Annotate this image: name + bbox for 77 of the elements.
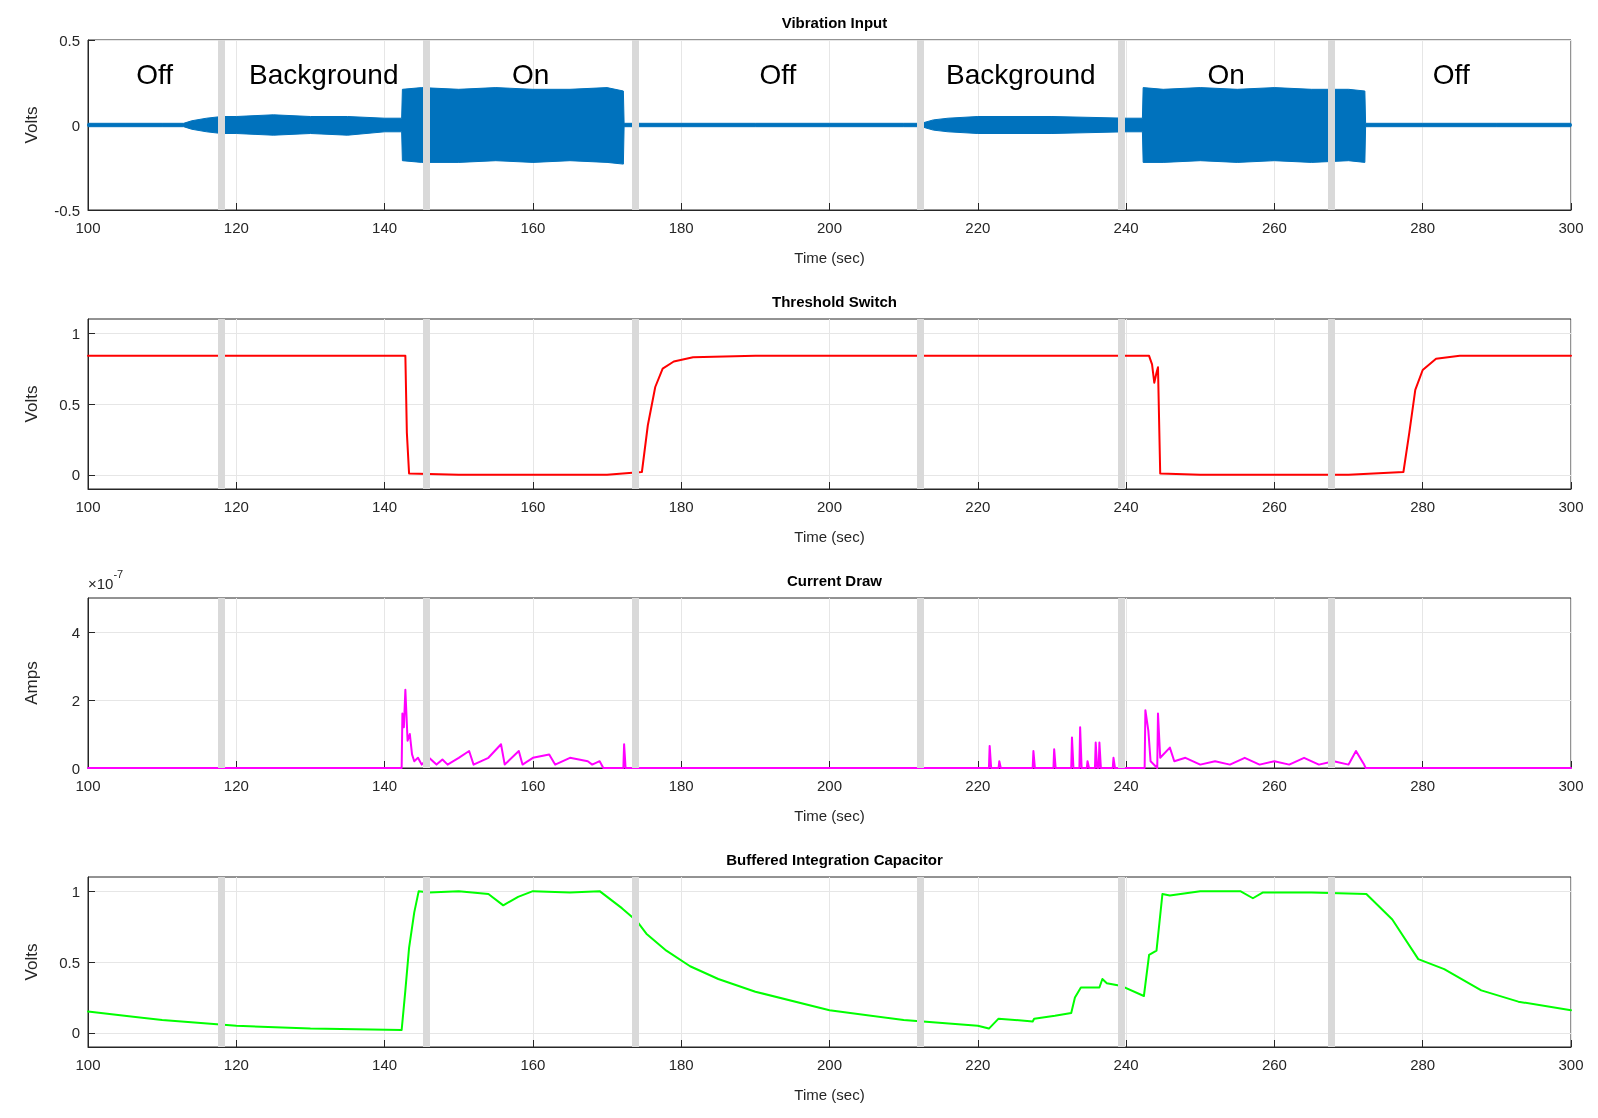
x-tick-label: 160 [520, 1056, 546, 1073]
y-tick-label: 0.5 [59, 953, 80, 971]
x-axis-title: Time (sec) [794, 807, 865, 824]
x-tick-label: 180 [668, 777, 694, 794]
x-tick-label: 140 [372, 777, 398, 794]
chart-title: Threshold Switch [771, 293, 898, 310]
x-tick-label: 100 [75, 777, 101, 794]
annotation: Off [136, 58, 174, 90]
x-tick-label: 240 [1113, 219, 1139, 236]
x-tick-label: 140 [372, 1056, 398, 1073]
x-tick-label: 240 [1113, 498, 1139, 515]
x-tick-label: 120 [223, 498, 249, 515]
x-tick-label: 220 [965, 498, 991, 515]
x-tick-label: 260 [1261, 777, 1287, 794]
annotation: On [512, 58, 550, 90]
x-tick-label: 160 [520, 498, 546, 515]
x-tick-label: 200 [816, 498, 843, 515]
y-axis-title: Volts [22, 943, 41, 981]
x-tick-label: 180 [668, 498, 694, 515]
x-tick-label: 220 [965, 219, 991, 236]
y-tick-label: 0.5 [59, 31, 80, 49]
x-tick-label: 120 [223, 1056, 249, 1073]
y-tick-label: 0 [71, 1024, 80, 1042]
x-tick-label: 120 [223, 219, 249, 236]
y-tick-label: 0 [71, 116, 80, 134]
y-tick-label: -0.5 [54, 201, 80, 219]
x-tick-label: 200 [816, 1056, 843, 1073]
annotation: Off [1432, 58, 1470, 90]
y-axis-title: Volts [22, 106, 41, 144]
x-tick-label: 120 [223, 777, 249, 794]
x-tick-label: 280 [1410, 498, 1436, 515]
x-tick-label: 280 [1410, 219, 1436, 236]
x-tick-label: 300 [1558, 498, 1584, 515]
x-tick-label: 180 [668, 1056, 694, 1073]
y-tick-label: 0 [71, 759, 80, 777]
x-tick-label: 300 [1558, 777, 1584, 794]
chart-title: Current Draw [786, 572, 883, 589]
y-tick-label: 0.5 [59, 395, 80, 413]
x-tick-label: 260 [1261, 219, 1287, 236]
annotation: Off [759, 58, 797, 90]
x-tick-label: 300 [1558, 219, 1584, 236]
x-tick-label: 220 [965, 1056, 991, 1073]
x-tick-label: 260 [1261, 1056, 1287, 1073]
chart-title: Buffered Integration Capacitor [726, 851, 944, 868]
x-axis-title: Time (sec) [794, 249, 865, 266]
y-tick-label: 1 [71, 324, 80, 342]
y-tick-label: 1 [71, 882, 80, 900]
annotation: On [1207, 58, 1245, 90]
x-tick-label: 160 [520, 777, 546, 794]
x-tick-label: 160 [520, 219, 546, 236]
x-tick-label: 200 [816, 219, 843, 236]
x-tick-label: 140 [372, 219, 398, 236]
x-tick-label: 280 [1410, 1056, 1436, 1073]
x-tick-label: 280 [1410, 777, 1436, 794]
annotation: Background [946, 58, 1096, 90]
y-tick-label: 0 [71, 466, 80, 484]
x-tick-label: 300 [1558, 1056, 1584, 1073]
line-series [87, 354, 1572, 476]
y-tick-label: 2 [71, 691, 80, 709]
x-tick-label: 240 [1113, 777, 1139, 794]
x-tick-label: 100 [75, 219, 101, 236]
x-tick-label: 180 [668, 219, 694, 236]
x-tick-label: 100 [75, 1056, 101, 1073]
x-tick-label: 200 [816, 777, 843, 794]
annotation: Background [249, 58, 399, 90]
x-tick-label: 220 [965, 777, 991, 794]
x-tick-label: 100 [75, 498, 101, 515]
y-axis-title: Volts [22, 385, 41, 423]
x-axis-title: Time (sec) [794, 528, 865, 545]
line-series [87, 890, 1572, 1031]
x-tick-label: 140 [372, 498, 398, 515]
x-tick-label: 240 [1113, 1056, 1139, 1073]
chart-title: Vibration Input [781, 14, 888, 31]
y-axis-title: Amps [22, 661, 41, 705]
x-tick-label: 260 [1261, 498, 1287, 515]
y-tick-label: 4 [71, 623, 80, 641]
x-axis-title: Time (sec) [794, 1086, 865, 1103]
